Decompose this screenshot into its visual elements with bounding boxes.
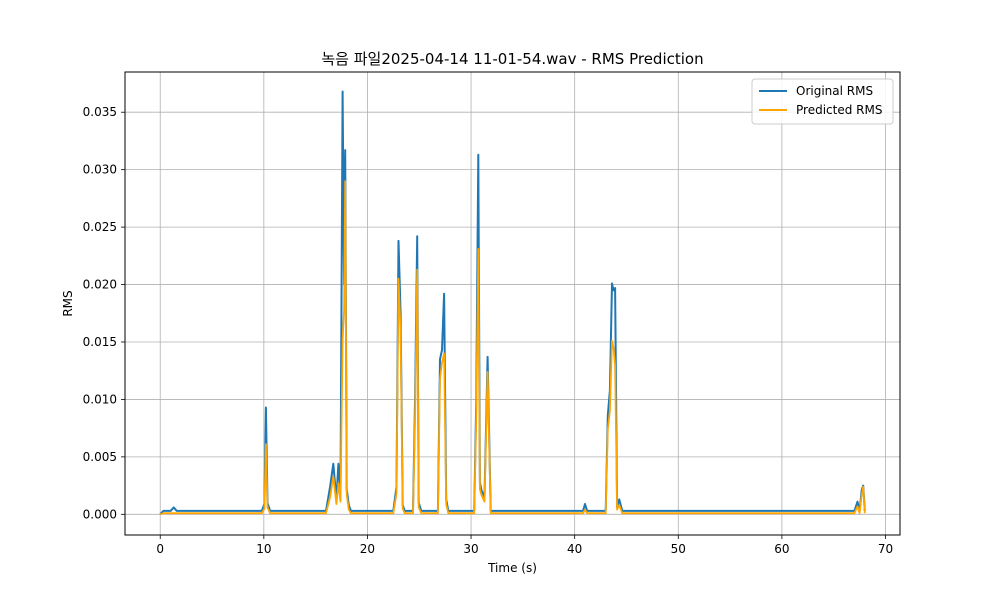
- y-tick-label: 0.020: [83, 278, 117, 292]
- ticks: 0 10 20 30 40 50 60 70 0.000 0.005 0.010 0.015 0.020…: [83, 105, 893, 556]
- y-tick-label: 0.000: [83, 507, 117, 521]
- y-tick-label: 0.005: [83, 450, 117, 464]
- x-tick-label: 30: [463, 542, 478, 556]
- y-tick-label: 0.030: [83, 163, 117, 177]
- y-tick-label: 0.025: [83, 220, 117, 234]
- grid: [125, 72, 900, 535]
- x-tick-label: 10: [256, 542, 271, 556]
- x-axis-label: Time (s): [487, 561, 537, 575]
- legend-entry-original: Original RMS: [796, 84, 873, 98]
- x-tick-label: 0: [156, 542, 164, 556]
- chart-title: 녹음 파일2025-04-14 11-01-54.wav - RMS Predi…: [321, 50, 703, 68]
- legend: Original RMS Predicted RMS: [751, 78, 894, 125]
- series-line-original: [159, 90, 866, 515]
- x-tick-label: 50: [671, 542, 686, 556]
- y-axis-label: RMS: [61, 290, 75, 316]
- series-line-predicted: [159, 180, 866, 516]
- y-tick-label: 0.035: [83, 105, 117, 119]
- x-tick-label: 40: [567, 542, 582, 556]
- x-tick-label: 60: [774, 542, 789, 556]
- y-tick-label: 0.010: [83, 392, 117, 406]
- legend-box: [751, 78, 894, 125]
- plot-frame: [124, 71, 901, 536]
- series-lines: [159, 90, 866, 516]
- x-tick-label: 20: [360, 542, 375, 556]
- legend-entry-predicted: Predicted RMS: [796, 103, 882, 117]
- y-tick-label: 0.015: [83, 335, 117, 349]
- x-tick-label: 70: [878, 542, 893, 556]
